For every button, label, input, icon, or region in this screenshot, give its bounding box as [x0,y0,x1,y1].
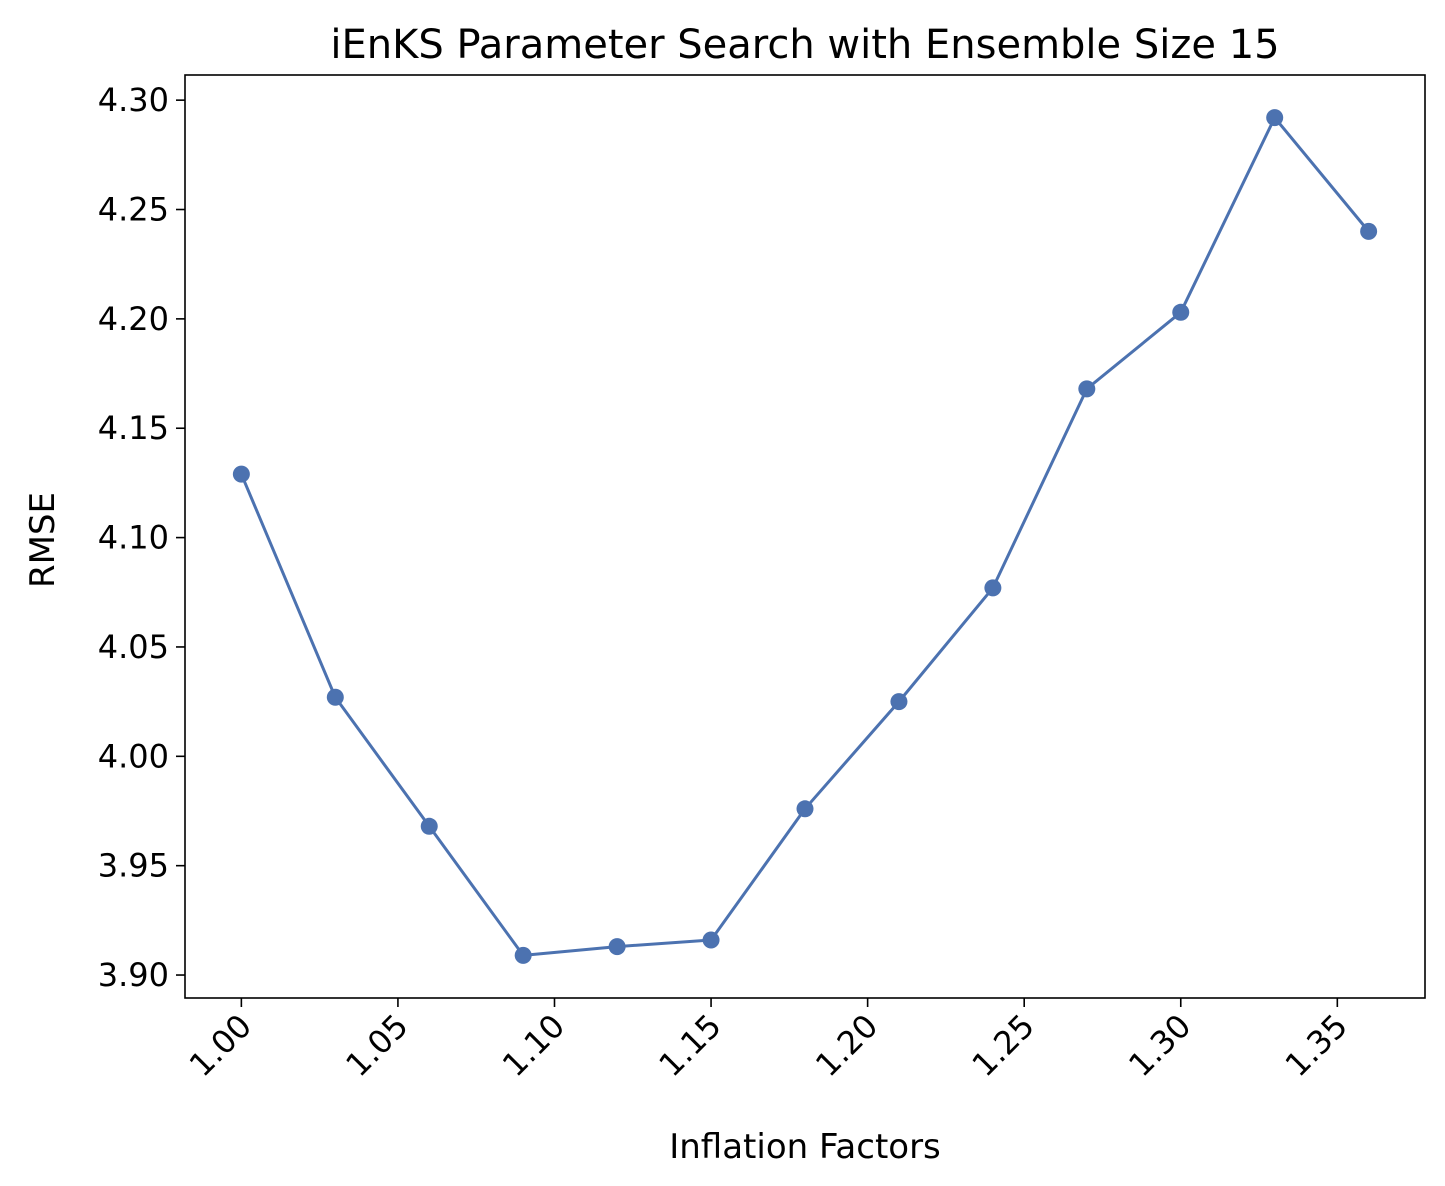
y-tick-label: 4.15 [98,409,169,447]
y-tick-label: 4.00 [98,737,169,775]
data-point [1360,222,1378,240]
data-point [702,931,720,949]
y-tick-label: 4.10 [98,519,169,557]
x-tick-label: 1.25 [965,1007,1042,1084]
data-point [232,465,250,483]
data-point [1266,109,1284,127]
series-layer [232,109,1378,964]
y-tick-label: 4.30 [98,81,169,119]
x-tick-label: 1.15 [651,1007,728,1084]
data-point [326,688,344,706]
x-axis-label: Inflation Factors [669,1127,941,1167]
x-axis: 1.00 1.05 1.10 1.15 1.20 1.25 1.30 1.35 [182,998,1355,1084]
data-point [420,817,438,835]
y-tick-label: 4.25 [98,191,169,229]
y-axis: 3.90 3.95 4.00 4.05 4.10 4.15 4.20 4.25 4.30 [98,81,185,994]
y-tick-label: 4.20 [98,300,169,338]
y-tick-label: 3.95 [98,847,169,885]
series-line [239,116,1370,957]
x-tick-label: 1.30 [1121,1007,1198,1084]
plot-frame [184,74,1426,999]
data-point [1172,303,1190,321]
data-point [514,946,532,964]
data-point [984,579,1002,597]
chart-title: iEnKS Parameter Search with Ensemble Siz… [330,22,1279,68]
y-tick-label: 4.05 [98,628,169,666]
data-point [890,693,908,711]
data-point [608,938,626,956]
x-tick-label: 1.10 [495,1007,572,1084]
y-axis-label: RMSE [23,492,63,588]
x-tick-label: 1.35 [1278,1007,1355,1084]
x-tick-label: 1.20 [808,1007,885,1084]
x-tick-label: 1.05 [338,1007,415,1084]
data-point [1078,380,1096,398]
data-point [796,800,814,818]
y-tick-label: 3.90 [98,956,169,994]
x-tick-label: 1.00 [182,1007,259,1084]
